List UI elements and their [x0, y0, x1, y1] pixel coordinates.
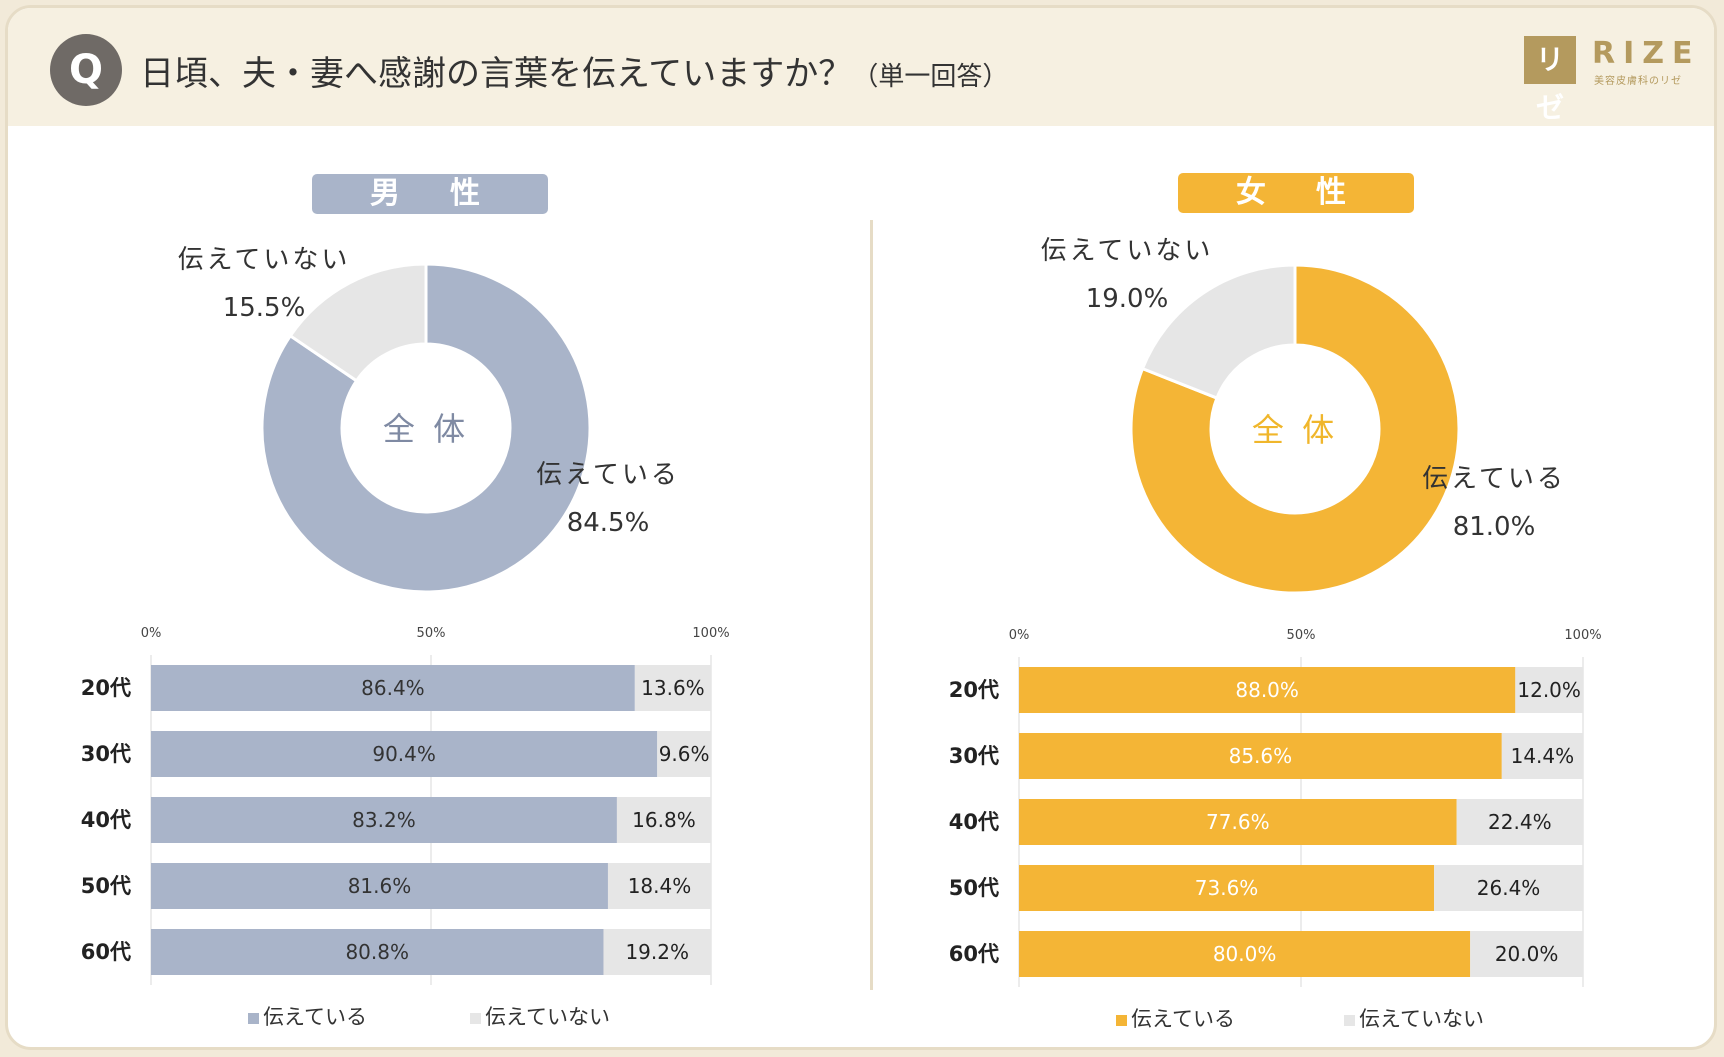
- bar-yes-label: 85.6%: [1229, 744, 1293, 768]
- bar-no: [1515, 667, 1583, 713]
- legend-swatch: [470, 1012, 481, 1024]
- category-label: 40代: [81, 808, 131, 832]
- bar-yes: [151, 797, 617, 843]
- x-tick-label: 100%: [692, 626, 729, 641]
- donut-center-label: 全 体: [1252, 411, 1338, 449]
- category-label: 20代: [81, 676, 131, 700]
- bar-yes-label: 90.4%: [372, 742, 436, 766]
- category-label: 30代: [949, 744, 999, 768]
- legend-swatch: [248, 1012, 259, 1024]
- q-badge: Q: [50, 34, 122, 106]
- x-tick-label: 0%: [1009, 628, 1030, 643]
- bar-no: [616, 797, 711, 843]
- bar-no: [1470, 931, 1583, 977]
- donut-slice-no: [1140, 263, 1297, 401]
- category-label: 60代: [81, 940, 131, 964]
- panel-divider: [870, 220, 873, 990]
- donut-label-name: 伝えていない: [1041, 236, 1214, 266]
- category-label: 30代: [81, 742, 131, 766]
- bar-no-label: 18.4%: [628, 874, 692, 898]
- bar-no: [1501, 733, 1583, 779]
- donut-slice-no: [288, 262, 428, 383]
- donut-label-value: 15.5%: [223, 293, 306, 323]
- bar-no-label: 13.6%: [641, 676, 705, 700]
- bar-yes: [1019, 733, 1502, 779]
- bar-yes: [1019, 667, 1516, 713]
- male-panel-title: 男 性: [312, 174, 548, 214]
- bar-no-label: 9.6%: [659, 742, 710, 766]
- legend-swatch: [1344, 1014, 1355, 1026]
- bar-no: [603, 929, 711, 975]
- legend-label: 伝えている: [1131, 1007, 1235, 1031]
- category-label: 20代: [949, 678, 999, 702]
- question-text: 日頃、夫・妻へ感謝の言葉を伝えていますか？: [140, 54, 853, 94]
- bar-yes-label: 73.6%: [1195, 876, 1259, 900]
- rize-logo-tagline: 美容皮膚科のリゼ: [1594, 76, 1682, 87]
- donut-slice-yes: [1129, 263, 1461, 595]
- donut-label-value: 19.0%: [1086, 284, 1169, 314]
- question-note: （単一回答）: [852, 62, 1009, 92]
- question-title: 日頃、夫・妻へ感謝の言葉を伝えていますか？（単一回答）: [140, 46, 1008, 95]
- bar-yes-label: 80.0%: [1213, 942, 1277, 966]
- rize-logo-mark: リゼ: [1524, 36, 1576, 124]
- bar-no-label: 16.8%: [632, 808, 696, 832]
- bar-no: [1434, 865, 1583, 911]
- category-label: 50代: [81, 874, 131, 898]
- bar-no: [657, 731, 711, 777]
- bar-yes: [1019, 865, 1435, 911]
- legend-label: 伝えていない: [1359, 1007, 1484, 1031]
- donut-slice-yes: [260, 262, 592, 594]
- category-label: 50代: [949, 876, 999, 900]
- infographic-card: Q 日頃、夫・妻へ感謝の言葉を伝えていますか？（単一回答） リゼ RIZE 美容…: [5, 5, 1717, 1050]
- donut-label-name: 伝えている: [1422, 464, 1566, 494]
- bar-yes: [151, 929, 604, 975]
- bar-yes-label: 83.2%: [352, 808, 416, 832]
- bar-no-label: 20.0%: [1495, 942, 1559, 966]
- bar-no-label: 14.4%: [1511, 744, 1575, 768]
- bar-no-label: 26.4%: [1477, 876, 1541, 900]
- bar-yes-label: 80.8%: [345, 940, 409, 964]
- female-legend-no: 伝えていない: [1344, 1003, 1484, 1033]
- bar-yes: [151, 863, 608, 909]
- category-label: 40代: [949, 810, 999, 834]
- bar-yes-label: 77.6%: [1206, 810, 1270, 834]
- donut-label-value: 81.0%: [1453, 512, 1536, 542]
- bar-yes: [151, 665, 635, 711]
- female-legend-yes: 伝えている: [1116, 1003, 1235, 1033]
- bar-yes: [151, 731, 658, 777]
- question-header: Q 日頃、夫・妻へ感謝の言葉を伝えていますか？（単一回答） リゼ RIZE 美容…: [8, 8, 1714, 126]
- donut-label-name: 伝えていない: [178, 245, 351, 275]
- x-tick-label: 50%: [1287, 628, 1316, 643]
- legend-swatch: [1116, 1014, 1127, 1026]
- donut-center-label: 全 体: [383, 410, 469, 448]
- x-tick-label: 0%: [141, 626, 162, 641]
- bar-yes: [1019, 799, 1457, 845]
- bar-yes: [1019, 931, 1471, 977]
- bar-no: [1456, 799, 1583, 845]
- x-tick-label: 50%: [417, 626, 446, 641]
- donut-label-value: 84.5%: [567, 508, 650, 538]
- male-legend-yes: 伝えている: [248, 1001, 367, 1031]
- bar-no-label: 12.0%: [1517, 678, 1581, 702]
- x-tick-label: 100%: [1564, 628, 1601, 643]
- bar-yes-label: 88.0%: [1235, 678, 1299, 702]
- rize-logo-name: RIZE: [1592, 36, 1701, 71]
- legend-label: 伝えていない: [485, 1005, 610, 1029]
- bar-no: [634, 665, 711, 711]
- donut-label-name: 伝えている: [536, 460, 680, 490]
- male-legend-no: 伝えていない: [470, 1001, 610, 1031]
- female-panel-title: 女 性: [1178, 173, 1414, 213]
- bar-yes-label: 81.6%: [348, 874, 412, 898]
- bar-no: [607, 863, 711, 909]
- category-label: 60代: [949, 942, 999, 966]
- bar-yes-label: 86.4%: [361, 676, 425, 700]
- bar-no-label: 19.2%: [625, 940, 689, 964]
- legend-label: 伝えている: [263, 1005, 367, 1029]
- bar-no-label: 22.4%: [1488, 810, 1552, 834]
